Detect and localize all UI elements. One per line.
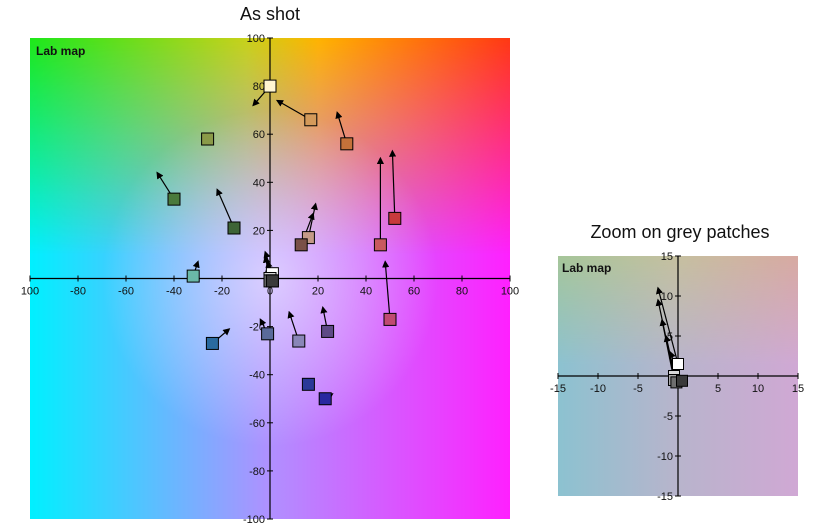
patch-marker (205, 336, 219, 350)
patch-marker (388, 211, 402, 225)
chart-title-zoom: Zoom on grey patches (590, 222, 770, 242)
x-tick-label: 10 (752, 383, 764, 395)
x-tick-label: 80 (456, 286, 468, 298)
y-tick-label: 40 (253, 177, 265, 189)
x-tick-label: -80 (70, 286, 86, 298)
zoom-lab-map-label: Lab map (562, 261, 611, 275)
patch-marker (227, 221, 241, 235)
x-tick-label: -10 (590, 383, 606, 395)
chart-title-as-shot: As shot (239, 4, 301, 24)
patch-marker (294, 238, 308, 252)
patch-marker (292, 334, 306, 348)
patch-marker (672, 358, 684, 370)
patch-marker (263, 79, 277, 93)
y-tick-label: -15 (657, 491, 673, 503)
x-tick-label: 100 (501, 286, 519, 298)
x-tick-label: -60 (118, 286, 134, 298)
y-tick-label: 100 (247, 33, 265, 45)
x-tick-label: -20 (214, 286, 230, 298)
main-axes: 100 -80 -60 -40 -20 0 20 40 60 80 100 -100 -80 -60 -40… (21, 33, 519, 526)
patch-marker (304, 113, 318, 127)
patch-marker (373, 238, 387, 252)
y-tick-label: 80 (253, 81, 265, 93)
patch-marker (201, 132, 215, 146)
x-tick-label: 5 (715, 383, 721, 395)
y-tick-label: -40 (249, 370, 265, 382)
shift-arrow (389, 149, 397, 219)
y-tick-label: -100 (243, 514, 265, 526)
main-lab-map-label: Lab map (36, 44, 85, 58)
y-tick-label: 20 (253, 225, 265, 237)
patch-marker (167, 192, 181, 206)
patch-marker (321, 324, 335, 338)
x-tick-label: 40 (360, 286, 372, 298)
x-tick-label: 15 (792, 383, 804, 395)
x-tick-label: 0 (267, 286, 273, 298)
y-tick-label: -60 (249, 418, 265, 430)
y-tick-label: 10 (661, 291, 673, 303)
patch-marker (340, 137, 354, 151)
x-tick-label: 100 (21, 286, 39, 298)
x-tick-label: 60 (408, 286, 420, 298)
patch-marker (186, 269, 200, 283)
patch-marker (301, 377, 315, 391)
y-tick-label: 15 (661, 251, 673, 263)
zoom-marks (655, 286, 688, 389)
x-tick-label: 20 (312, 286, 324, 298)
y-tick-label: -10 (657, 451, 673, 463)
patch-marker (318, 392, 332, 406)
patch-marker (676, 374, 688, 387)
y-tick-label: 60 (253, 129, 265, 141)
x-tick-label: -5 (633, 383, 643, 395)
patch-marker (383, 312, 397, 326)
patch-marker (261, 327, 275, 341)
y-tick-label: -80 (249, 466, 265, 478)
y-tick-label: -5 (663, 411, 673, 423)
shift-arrow (382, 260, 391, 320)
x-tick-label: -15 (550, 383, 566, 395)
patch-marker (265, 274, 279, 288)
x-tick-label: -40 (166, 286, 182, 298)
main-marks (156, 79, 402, 406)
